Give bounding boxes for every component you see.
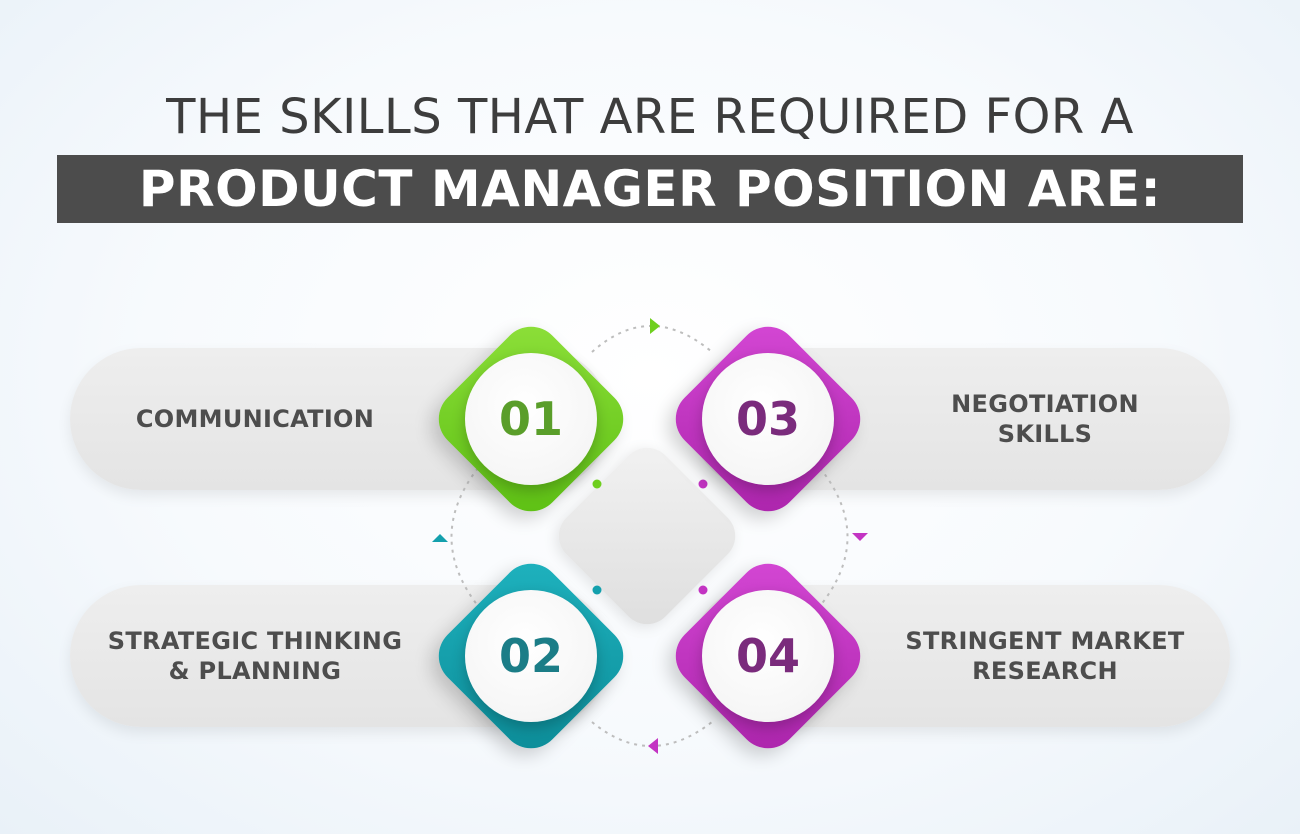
number-badge-03: 03 — [702, 353, 834, 485]
connector-left — [450, 467, 479, 607]
title-line-1: THE SKILLS THAT ARE REQUIRED FOR A — [166, 89, 1134, 145]
dot-magenta-bottom — [698, 585, 708, 595]
skill-label-04: STRINGENT MARKET RESEARCH — [905, 627, 1185, 685]
title-line-2: PRODUCT MANAGER POSITION ARE: — [57, 155, 1243, 223]
skill-label-03: NEGOTIATION SKILLS — [951, 390, 1139, 448]
skill-label-01: COMMUNICATION — [135, 405, 375, 433]
skill-label-02: STRATEGIC THINKING & PLANNING — [107, 627, 403, 685]
arrow-bottom-magenta — [648, 738, 658, 754]
dot-teal — [592, 585, 602, 595]
dot-green — [592, 479, 602, 489]
connector-bottom — [591, 721, 713, 747]
connector-right — [819, 467, 849, 607]
arrow-left-teal — [432, 534, 448, 542]
arrow-top-green — [650, 318, 660, 334]
dot-magenta-top — [698, 479, 708, 489]
number-badge-02: 02 — [465, 590, 597, 722]
number-badge-01: 01 — [465, 353, 597, 485]
number-badge-04: 04 — [702, 590, 834, 722]
arrow-right-magenta — [852, 533, 868, 541]
